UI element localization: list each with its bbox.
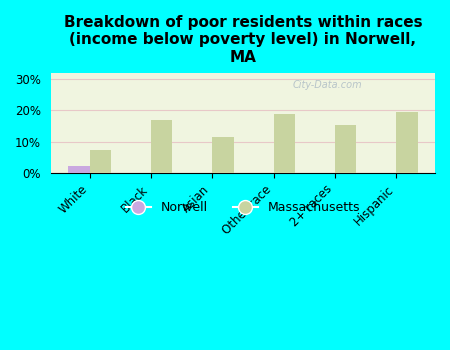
Bar <box>274 114 295 173</box>
Title: Breakdown of poor residents within races
(income below poverty level) in Norwell: Breakdown of poor residents within races… <box>63 15 422 65</box>
Text: City-Data.com: City-Data.com <box>292 80 362 90</box>
Bar <box>68 166 90 173</box>
Bar <box>90 150 111 173</box>
Bar <box>212 137 234 173</box>
Bar <box>151 120 172 173</box>
Legend: Norwell, Massachusetts: Norwell, Massachusetts <box>121 196 365 219</box>
Bar <box>396 112 418 173</box>
Bar <box>335 125 356 173</box>
